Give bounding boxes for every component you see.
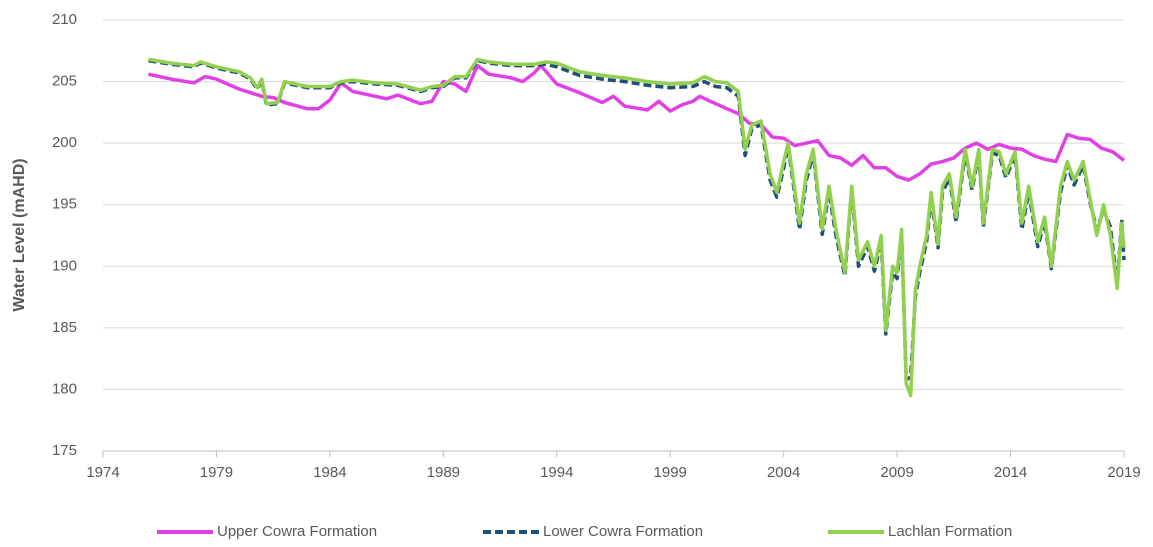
series-line — [148, 57, 1126, 398]
legend-label: Lachlan Formation — [888, 523, 1012, 540]
y-tick-label: 210 — [52, 11, 77, 28]
series-line — [148, 63, 1126, 182]
x-tick-label: 1994 — [540, 464, 573, 481]
x-tick-label: 1999 — [654, 464, 687, 481]
legend-label: Lower Cowra Formation — [543, 523, 703, 540]
legend-label: Upper Cowra Formation — [217, 523, 377, 540]
x-tick-label: 2009 — [880, 464, 913, 481]
x-tick-label: 2019 — [1107, 464, 1140, 481]
x-tick-label: 1989 — [427, 464, 460, 481]
x-tick-label: 2004 — [767, 464, 800, 481]
y-tick-label: 200 — [52, 134, 77, 151]
y-tick-label: 190 — [52, 257, 77, 274]
y-tick-label: 205 — [52, 73, 77, 90]
y-tick-label: 195 — [52, 196, 77, 213]
x-tick-label: 1979 — [200, 464, 233, 481]
y-tick-label: 185 — [52, 319, 77, 336]
y-axis-label: Water Level (mAHD) — [11, 158, 28, 311]
y-tick-label: 175 — [52, 442, 77, 459]
x-tick-label: 1974 — [86, 464, 119, 481]
x-tick-label: 1984 — [313, 464, 346, 481]
y-tick-label: 180 — [52, 380, 77, 397]
x-tick-label: 2014 — [994, 464, 1027, 481]
